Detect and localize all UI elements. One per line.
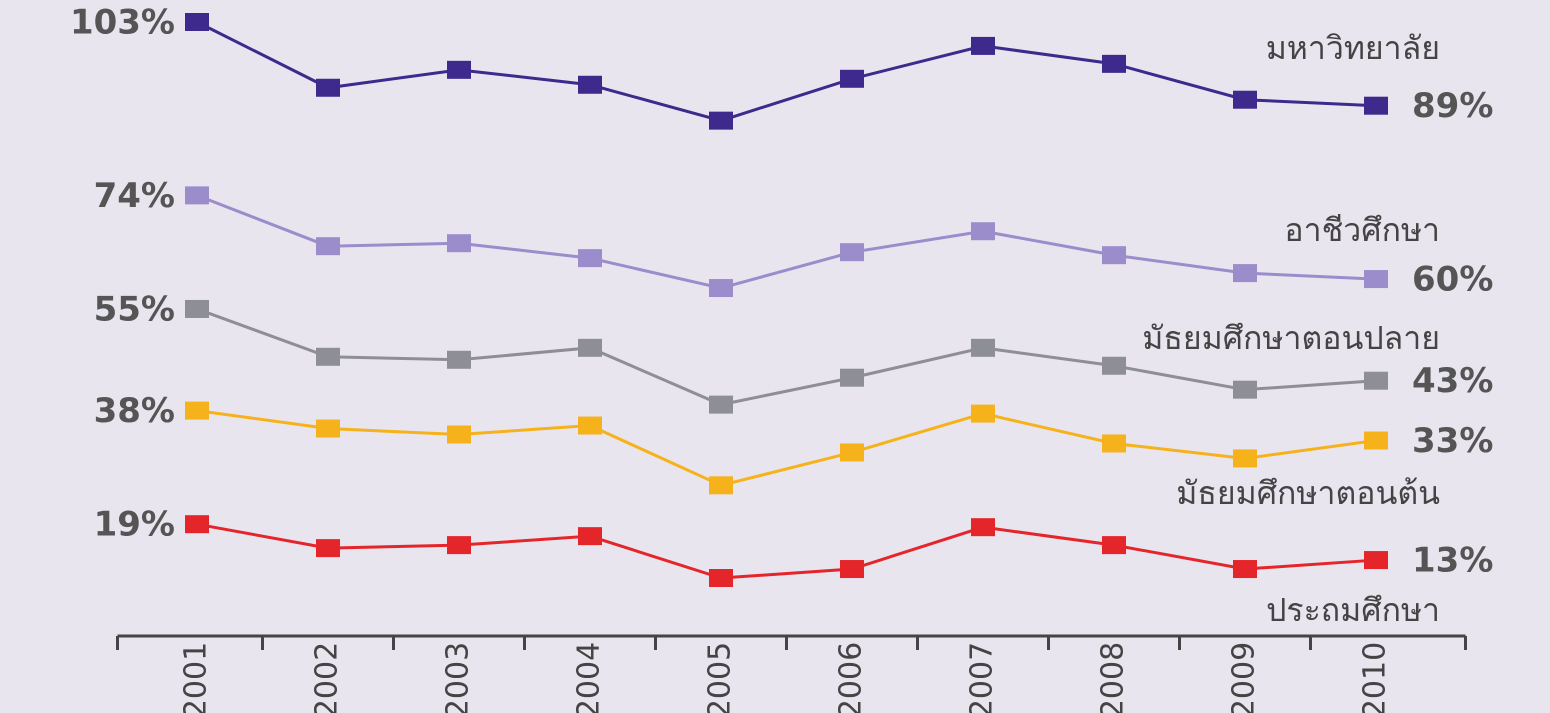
x-tick-label: 2010	[1358, 642, 1393, 713]
point-marker	[971, 36, 995, 55]
series-name: อาชีวศึกษา	[1284, 211, 1440, 249]
point-marker	[1233, 264, 1257, 283]
point-marker	[1364, 431, 1388, 450]
x-tick-label: 2007	[965, 642, 1000, 713]
point-marker	[709, 111, 733, 130]
x-tick-label: 2005	[703, 642, 738, 713]
point-marker	[1102, 434, 1126, 453]
point-marker	[185, 299, 209, 318]
series-name: ประถมศึกษา	[1266, 591, 1440, 629]
point-marker	[316, 539, 340, 558]
point-marker	[1364, 371, 1388, 390]
point-marker	[1233, 90, 1257, 109]
series-name: มหาวิทยาลัย	[1266, 29, 1440, 67]
x-tick-label: 2004	[572, 642, 607, 713]
point-marker	[840, 243, 864, 262]
point-marker	[185, 515, 209, 534]
x-tick-label: 2003	[441, 642, 476, 713]
value-label: 55%	[94, 289, 175, 329]
point-marker	[578, 527, 602, 546]
series-name: มัธยมศึกษาตอนต้น	[1176, 474, 1440, 512]
point-marker	[1233, 380, 1257, 399]
point-marker	[185, 401, 209, 420]
series-line	[196, 409, 1377, 487]
point-marker	[840, 443, 864, 462]
point-marker	[578, 416, 602, 435]
point-marker	[840, 69, 864, 88]
point-marker	[840, 368, 864, 387]
series-line	[196, 522, 1377, 580]
x-tick-label: 2002	[310, 642, 345, 713]
point-marker	[447, 60, 471, 79]
point-marker	[709, 476, 733, 495]
point-marker	[1233, 449, 1257, 468]
point-marker	[578, 75, 602, 94]
point-marker	[1102, 356, 1126, 375]
point-marker	[316, 347, 340, 366]
point-marker	[447, 425, 471, 444]
series-line	[196, 307, 1377, 407]
x-tick-label: 2009	[1227, 642, 1262, 713]
value-label: 38%	[94, 391, 175, 431]
value-label: 33%	[1412, 421, 1493, 461]
point-marker	[578, 338, 602, 357]
point-marker	[1364, 551, 1388, 570]
point-marker	[1364, 270, 1388, 289]
point-marker	[1102, 246, 1126, 265]
value-label: 74%	[94, 176, 175, 216]
point-marker	[447, 234, 471, 253]
series-line	[196, 193, 1377, 290]
x-tick-label: 2006	[834, 642, 869, 713]
point-marker	[578, 249, 602, 268]
value-label: 43%	[1412, 361, 1493, 401]
point-marker	[1102, 54, 1126, 73]
value-label: 103%	[70, 3, 175, 43]
x-tick-label: 2008	[1096, 642, 1131, 713]
value-label: 60%	[1412, 260, 1493, 300]
point-marker	[709, 279, 733, 298]
point-marker	[185, 186, 209, 205]
point-marker	[1364, 96, 1388, 115]
point-marker	[971, 404, 995, 423]
point-marker	[709, 569, 733, 587]
point-marker	[840, 560, 864, 579]
point-marker	[709, 395, 733, 414]
series-line	[196, 20, 1377, 123]
series-name: มัธยมศึกษาตอนปลาย	[1142, 319, 1440, 357]
point-marker	[971, 518, 995, 537]
point-marker	[447, 536, 471, 555]
point-marker	[316, 237, 340, 256]
point-marker	[316, 419, 340, 438]
point-marker	[185, 13, 209, 31]
x-tick-label: 2001	[179, 642, 214, 713]
value-label: 89%	[1412, 86, 1493, 126]
point-marker	[316, 78, 340, 97]
value-label: 19%	[94, 505, 175, 545]
point-marker	[1233, 560, 1257, 579]
point-marker	[447, 350, 471, 369]
point-marker	[1102, 536, 1126, 555]
point-marker	[971, 338, 995, 357]
point-marker	[971, 222, 995, 241]
value-label: 13%	[1412, 541, 1493, 581]
